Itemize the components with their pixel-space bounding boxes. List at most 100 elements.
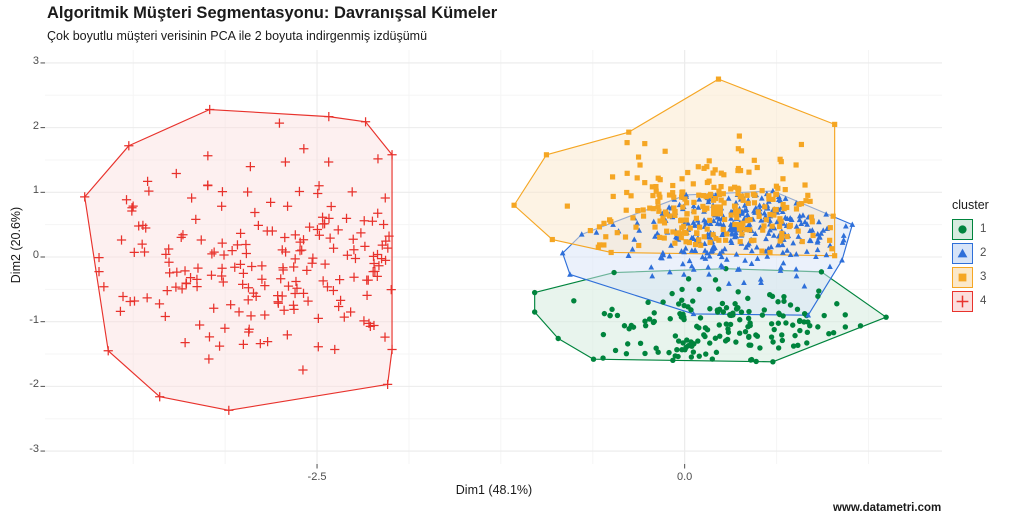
- data-point-cluster-1: [771, 326, 777, 333]
- legend-label: 2: [980, 247, 987, 259]
- data-point-cluster-1: [716, 306, 723, 313]
- data-point-cluster-4: [317, 212, 328, 222]
- data-point-cluster-4: [273, 291, 283, 301]
- x-axis-label: Dim1 (48.1%): [455, 483, 533, 497]
- data-point-cluster-4: [365, 321, 375, 331]
- data-point-cluster-1: [735, 289, 741, 295]
- data-point-cluster-3: [731, 184, 738, 190]
- data-point-cluster-3: [685, 169, 691, 176]
- data-point-cluster-3: [738, 148, 745, 154]
- data-point-cluster-3: [721, 200, 727, 206]
- data-point-cluster-3: [827, 237, 833, 243]
- chart-subtitle: Çok boyutlu müşteri verisinin PCA ile 2 …: [47, 29, 428, 43]
- data-point-cluster-2: [744, 242, 751, 248]
- data-point-cluster-3: [642, 141, 648, 147]
- data-point-cluster-4: [124, 141, 134, 151]
- data-point-cluster-3: [626, 129, 632, 135]
- data-point-cluster-2: [741, 202, 748, 208]
- data-point-cluster-3: [711, 184, 717, 190]
- data-point-cluster-3: [650, 193, 656, 199]
- data-point-cluster-1: [709, 356, 716, 362]
- data-point-cluster-4: [341, 213, 352, 224]
- data-point-cluster-2: [741, 279, 747, 285]
- legend-item-1[interactable]: 1: [952, 219, 1009, 241]
- data-point-cluster-1: [607, 312, 613, 319]
- data-point-cluster-1: [601, 310, 608, 317]
- data-point-cluster-1: [669, 290, 675, 297]
- data-point-cluster-3: [733, 211, 740, 217]
- data-point-cluster-3: [773, 207, 779, 213]
- data-point-cluster-2: [688, 263, 695, 269]
- data-point-cluster-3: [701, 234, 707, 240]
- data-point-cluster-1: [713, 349, 720, 356]
- data-point-cluster-4: [314, 181, 324, 191]
- data-point-cluster-1: [621, 323, 628, 329]
- data-point-cluster-3: [712, 167, 718, 173]
- data-point-cluster-4: [372, 249, 383, 260]
- data-point-cluster-1: [674, 347, 680, 353]
- data-point-cluster-3: [649, 184, 655, 190]
- data-point-cluster-4: [374, 261, 384, 271]
- data-point-cluster-3: [747, 216, 753, 223]
- y-tick-label: -1: [29, 313, 39, 326]
- data-point-cluster-3: [642, 180, 648, 186]
- data-point-cluster-1: [667, 316, 673, 322]
- legend-key-triangle-icon: [952, 243, 973, 264]
- data-point-cluster-3: [624, 189, 630, 196]
- data-point-cluster-1: [696, 325, 702, 331]
- data-point-cluster-3: [777, 238, 783, 244]
- legend-item-2[interactable]: 2: [952, 243, 1009, 265]
- data-point-cluster-3: [767, 211, 773, 218]
- data-point-cluster-3: [694, 230, 700, 236]
- data-point-cluster-3: [779, 230, 785, 236]
- legend-item-3[interactable]: 3: [952, 267, 1009, 289]
- data-point-cluster-3: [678, 217, 685, 223]
- watermark: www.datametri.com: [833, 502, 942, 514]
- data-point-cluster-4: [129, 296, 140, 306]
- data-point-cluster-3: [720, 226, 726, 233]
- data-point-cluster-3: [793, 206, 800, 212]
- data-point-cluster-4: [362, 290, 372, 300]
- data-point-cluster-2: [757, 276, 764, 282]
- data-point-cluster-1: [696, 353, 702, 359]
- legend-item-4[interactable]: 4: [952, 291, 1009, 313]
- data-point-cluster-1: [707, 306, 713, 312]
- data-point-cluster-2: [774, 218, 780, 225]
- data-point-cluster-2: [775, 196, 782, 202]
- data-point-cluster-3: [832, 253, 838, 259]
- data-point-cluster-3: [778, 159, 784, 165]
- data-point-cluster-3: [657, 234, 663, 241]
- data-point-cluster-2: [725, 195, 732, 201]
- data-point-cluster-2: [682, 245, 689, 251]
- data-point-cluster-2: [782, 195, 789, 201]
- data-point-cluster-4: [303, 296, 313, 306]
- data-point-cluster-2: [777, 267, 784, 273]
- data-point-cluster-3: [680, 204, 686, 210]
- data-point-cluster-1: [690, 349, 697, 355]
- data-point-cluster-3: [710, 170, 716, 176]
- data-point-cluster-4: [328, 243, 339, 253]
- data-point-cluster-4: [247, 261, 257, 272]
- data-point-cluster-4: [260, 281, 270, 291]
- data-point-cluster-1: [723, 305, 730, 311]
- data-point-cluster-3: [650, 206, 656, 212]
- data-point-cluster-1: [792, 332, 798, 339]
- data-point-cluster-4: [378, 219, 389, 230]
- data-point-cluster-1: [748, 357, 754, 363]
- data-point-cluster-4: [214, 341, 225, 351]
- data-point-cluster-1: [716, 286, 722, 292]
- data-point-cluster-2: [805, 312, 812, 318]
- data-point-cluster-2: [839, 257, 845, 263]
- data-point-cluster-3: [747, 227, 753, 233]
- data-point-cluster-4: [185, 273, 196, 283]
- data-point-cluster-3: [784, 233, 790, 240]
- data-point-cluster-2: [793, 266, 799, 272]
- data-point-cluster-3: [737, 194, 743, 200]
- data-point-cluster-2: [593, 229, 600, 235]
- data-point-cluster-4: [160, 311, 170, 322]
- data-point-cluster-3: [691, 209, 697, 215]
- data-point-cluster-2: [758, 279, 764, 286]
- data-point-cluster-3: [713, 236, 719, 242]
- data-point-cluster-4: [218, 277, 228, 287]
- data-point-cluster-3: [707, 191, 714, 197]
